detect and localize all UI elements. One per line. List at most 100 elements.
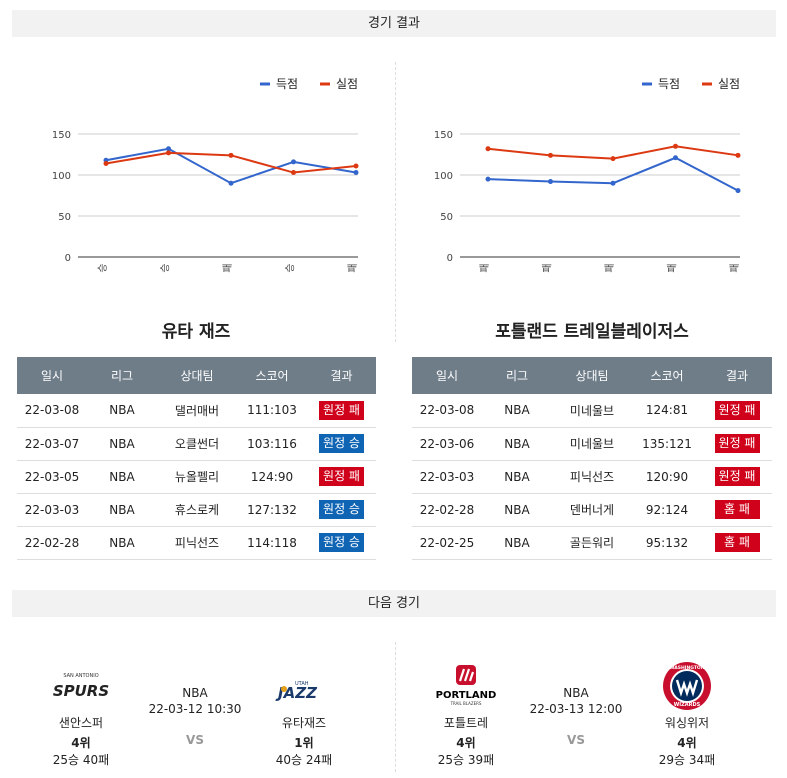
chart-left: 득점 실점 0 50 100 150 승 승 패 승 패 (30, 60, 375, 285)
team-name: 샌안스퍼 (58, 716, 104, 730)
col-opponent: 상대팀 (157, 357, 237, 394)
table-row: 22-03-03 NBA 피닉선즈 120:90 원정 패 (412, 460, 772, 494)
cell-score: 124:81 (632, 394, 702, 428)
trail-blazers-logo: PORTLAND TRAIL BLAZERS (421, 660, 511, 712)
table-row: 22-03-07 NBA 오클썬더 103:116 원정 승 (17, 427, 376, 461)
cell-league: NBA (482, 460, 552, 494)
data-point (291, 170, 296, 176)
table-row: 22-03-06 NBA 미네울브 135:121 원정 패 (412, 427, 772, 461)
y-tick-label: 150 (434, 130, 453, 141)
data-point (735, 188, 741, 194)
result-badge: 원정 패 (714, 400, 760, 420)
cell-date: 22-02-25 (412, 526, 482, 560)
column-divider (395, 62, 396, 342)
results-table-right: 일시 리그 상대팀 스코어 결과 22-03-08 NBA 미네울브 124:81 원정… (412, 357, 772, 560)
legend-label: 실점 (336, 77, 358, 91)
y-tick-label: 100 (52, 171, 71, 182)
result-badge: 원정 승 (319, 533, 364, 552)
data-point (548, 179, 553, 185)
cell-date: 22-03-07 (17, 427, 87, 461)
cell-date: 22-03-05 (17, 460, 87, 494)
cell-opponent: 골든워리 (552, 526, 632, 560)
cell-opponent: 미네울브 (552, 394, 632, 428)
result-badge: 원정 패 (714, 467, 760, 486)
cell-opponent: 피닉선즈 (552, 460, 632, 494)
cell-result: 원정 패 (307, 460, 376, 494)
team-rank: 4위 (71, 736, 91, 750)
result-badge: 원정 패 (319, 467, 364, 486)
table-row: 22-03-08 NBA 댈러매버 111:103 원정 패 (17, 394, 376, 428)
team-name: 유타재즈 (281, 716, 327, 730)
vs-label: VS (567, 733, 585, 747)
svg-text:JAZZ: JAZZ (275, 684, 318, 702)
team-away[interactable]: UTAH JAZZ 유타재즈 1위 40승 24패 (259, 660, 349, 768)
table-row: 22-02-28 NBA 덴버너게 92:124 홈 패 (412, 493, 772, 527)
cell-result: 원정 승 (307, 526, 376, 560)
team-record: 25승 40패 (52, 753, 110, 767)
x-tick-label: 승 (285, 263, 297, 272)
svg-text:UTAH: UTAH (295, 681, 309, 687)
team-home[interactable]: PORTLAND TRAIL BLAZERS 포틀트레 4위 25승 39패 (421, 660, 511, 768)
cell-result: 원정 패 (702, 460, 772, 494)
data-point (485, 146, 491, 152)
cell-league: NBA (87, 526, 157, 560)
data-point (610, 156, 616, 162)
data-point (228, 152, 234, 158)
y-tick-label: 50 (440, 212, 453, 223)
data-point (673, 155, 678, 161)
data-point (353, 163, 359, 169)
team-away[interactable]: WASHINGTON WIZARDS 워싱위저 4위 29승 34패 (642, 660, 732, 768)
results-section-title: 경기 결과 (12, 10, 776, 37)
jazz-logo: UTAH JAZZ (259, 660, 349, 712)
cell-league: NBA (87, 427, 157, 461)
cell-league: NBA (87, 493, 157, 527)
cell-date: 22-03-06 (412, 427, 482, 461)
chart-right: 득점 실점 0 50 100 150 패 패 패 패 패 (412, 60, 757, 285)
col-opponent: 상대팀 (552, 357, 632, 394)
result-badge: 원정 승 (319, 434, 364, 453)
team-name: 워싱위저 (664, 716, 710, 730)
svg-text:TRAIL BLAZERS: TRAIL BLAZERS (450, 701, 482, 706)
column-divider-bottom (395, 642, 396, 772)
x-tick-label: 패 (667, 263, 679, 272)
x-tick-label: 패 (729, 263, 741, 272)
cell-score: 127:132 (237, 493, 307, 527)
table-row: 22-03-08 NBA 미네울브 124:81 원정 패 (412, 394, 772, 428)
next-game-right: PORTLAND TRAIL BLAZERS 포틀트레 4위 25승 39패 N… (421, 660, 771, 770)
cell-date: 22-02-28 (412, 493, 482, 527)
table-header-row: 일시 리그 상대팀 스코어 결과 (412, 357, 772, 394)
cell-result: 원정 패 (702, 394, 772, 428)
cell-date: 22-03-08 (17, 394, 87, 428)
team-record: 40승 24패 (275, 753, 333, 767)
result-badge: 홈 패 (714, 500, 760, 519)
wizards-logo: WASHINGTON WIZARDS (642, 660, 732, 712)
col-result: 결과 (702, 357, 772, 394)
cell-score: 111:103 (237, 394, 307, 428)
x-tick-label: 승 (97, 263, 109, 272)
data-point (610, 180, 616, 186)
col-date: 일시 (412, 357, 482, 394)
results-table-left: 일시 리그 상대팀 스코어 결과 22-03-08 NBA 댈러매버 111:103 원… (17, 357, 376, 560)
chart-legend: 득점 실점 (642, 77, 740, 91)
data-point (548, 152, 553, 158)
cell-score: 124:90 (237, 460, 307, 494)
col-date: 일시 (17, 357, 87, 394)
table-row: 22-03-05 NBA 뉴올펠리 124:90 원정 패 (17, 460, 376, 494)
cell-league: NBA (482, 394, 552, 428)
match-league: NBA (563, 686, 589, 700)
cell-score: 114:118 (237, 526, 307, 560)
team-title-left: 유타 재즈 (161, 322, 231, 342)
cell-opponent: 오클썬더 (157, 427, 237, 461)
cell-score: 120:90 (632, 460, 702, 494)
cell-opponent: 댈러매버 (157, 394, 237, 428)
cell-league: NBA (87, 460, 157, 494)
data-point (166, 146, 171, 152)
table-header-row: 일시 리그 상대팀 스코어 결과 (17, 357, 376, 394)
chart-legend: 득점 실점 (260, 77, 358, 91)
x-tick-label: 패 (479, 263, 491, 272)
col-score: 스코어 (632, 357, 702, 394)
x-tick-label: 패 (347, 263, 359, 272)
y-tick-label: 0 (65, 253, 71, 264)
data-point (673, 143, 678, 149)
team-home[interactable]: SAN ANTONIO SPURS 샌안스퍼 4위 25승 40패 (36, 660, 126, 768)
